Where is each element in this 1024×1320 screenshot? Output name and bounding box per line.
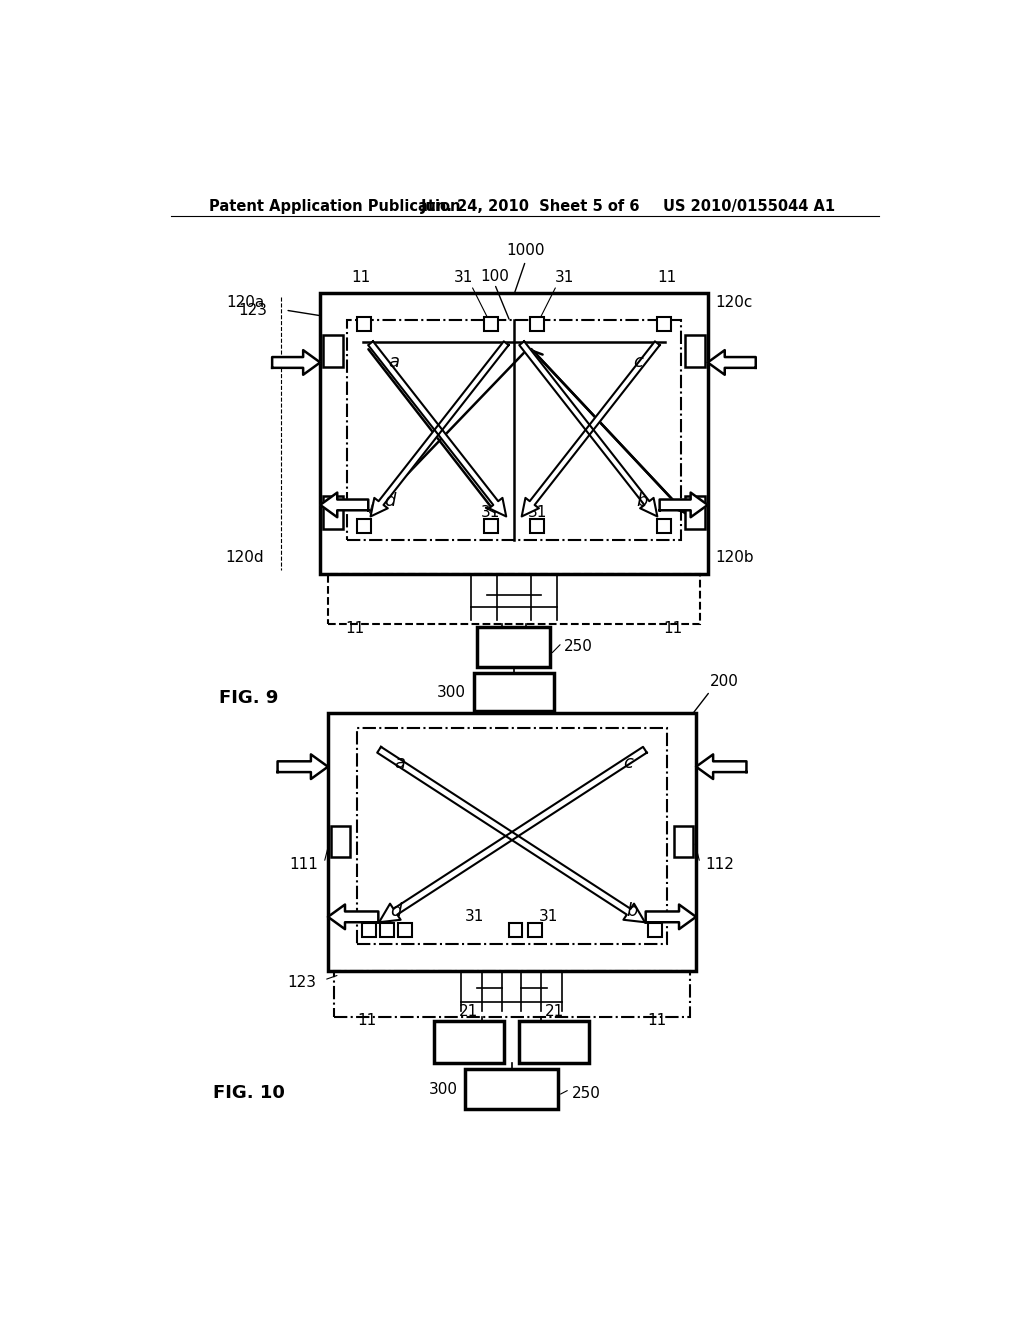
Polygon shape — [521, 342, 659, 516]
Text: 120c: 120c — [716, 296, 753, 310]
Bar — [530, 519, 544, 533]
Polygon shape — [708, 350, 756, 375]
Text: c: c — [623, 754, 633, 772]
Bar — [357, 729, 667, 944]
Bar — [328, 713, 696, 970]
Text: 120a: 120a — [226, 296, 264, 310]
Text: 1000: 1000 — [506, 243, 545, 259]
Text: 31: 31 — [555, 271, 574, 285]
Bar — [334, 970, 690, 1016]
Polygon shape — [379, 747, 647, 923]
Bar — [362, 923, 376, 937]
Text: 11: 11 — [664, 620, 682, 636]
Bar — [321, 293, 708, 574]
Text: 11: 11 — [357, 1014, 377, 1028]
Text: 31: 31 — [465, 909, 484, 924]
Bar — [380, 923, 394, 937]
Bar — [685, 496, 706, 529]
Text: 300: 300 — [428, 1082, 458, 1097]
Text: 120d: 120d — [225, 549, 264, 565]
Bar — [656, 317, 671, 331]
Bar — [509, 923, 522, 937]
Bar — [656, 519, 671, 533]
Bar — [519, 1020, 589, 1063]
Text: 250: 250 — [572, 1085, 601, 1101]
Text: FIG. 10: FIG. 10 — [213, 1084, 285, 1102]
Bar — [328, 574, 700, 624]
Bar — [398, 923, 413, 937]
Bar — [530, 317, 544, 331]
Text: 111: 111 — [290, 857, 318, 873]
Text: US 2010/0155044 A1: US 2010/0155044 A1 — [663, 198, 835, 214]
Text: 120b: 120b — [716, 549, 754, 565]
Text: 21: 21 — [545, 1005, 564, 1019]
Bar — [685, 335, 706, 367]
Text: d: d — [390, 903, 401, 920]
Bar — [331, 826, 350, 857]
Text: c: c — [633, 354, 643, 371]
Text: 31: 31 — [481, 506, 501, 520]
Bar — [483, 519, 498, 533]
Text: 123: 123 — [239, 302, 267, 318]
Bar — [483, 317, 498, 331]
Text: 21: 21 — [460, 1005, 478, 1019]
Bar — [323, 496, 343, 529]
Text: 11: 11 — [345, 620, 365, 636]
Polygon shape — [321, 492, 369, 517]
Text: 1000: 1000 — [477, 675, 515, 689]
Text: 112: 112 — [706, 857, 734, 873]
Text: FIG. 9: FIG. 9 — [219, 689, 279, 708]
Text: a: a — [394, 754, 406, 772]
Bar — [357, 317, 372, 331]
Bar — [648, 923, 662, 937]
Text: 100: 100 — [480, 269, 509, 284]
Text: d: d — [384, 492, 395, 510]
Text: Patent Application Publication: Patent Application Publication — [209, 198, 461, 214]
Text: 11: 11 — [648, 1014, 667, 1028]
Polygon shape — [519, 342, 657, 516]
Text: 300: 300 — [437, 685, 466, 700]
Text: 31: 31 — [527, 506, 547, 520]
Bar — [528, 923, 542, 937]
Text: b: b — [636, 492, 647, 510]
Bar — [357, 519, 372, 533]
Text: 123: 123 — [288, 974, 316, 990]
Text: 31: 31 — [454, 271, 473, 285]
Polygon shape — [646, 904, 696, 929]
Text: 200: 200 — [710, 675, 739, 689]
Text: 250: 250 — [564, 639, 593, 655]
Text: a: a — [388, 354, 399, 371]
Polygon shape — [659, 492, 708, 517]
Text: Jun. 24, 2010  Sheet 5 of 6: Jun. 24, 2010 Sheet 5 of 6 — [421, 198, 640, 214]
Polygon shape — [377, 747, 645, 923]
Bar — [323, 335, 343, 367]
Polygon shape — [328, 904, 378, 929]
Text: 11: 11 — [351, 271, 370, 285]
Bar — [477, 627, 550, 667]
Bar — [347, 321, 681, 540]
Bar — [465, 1069, 558, 1109]
Polygon shape — [371, 342, 509, 516]
Bar — [474, 673, 554, 711]
Text: b: b — [626, 903, 637, 920]
Bar — [434, 1020, 504, 1063]
Polygon shape — [272, 350, 321, 375]
Text: 31: 31 — [540, 909, 558, 924]
Polygon shape — [369, 342, 506, 516]
Polygon shape — [278, 755, 328, 779]
Polygon shape — [696, 755, 746, 779]
Text: 11: 11 — [657, 271, 677, 285]
Bar — [674, 826, 693, 857]
